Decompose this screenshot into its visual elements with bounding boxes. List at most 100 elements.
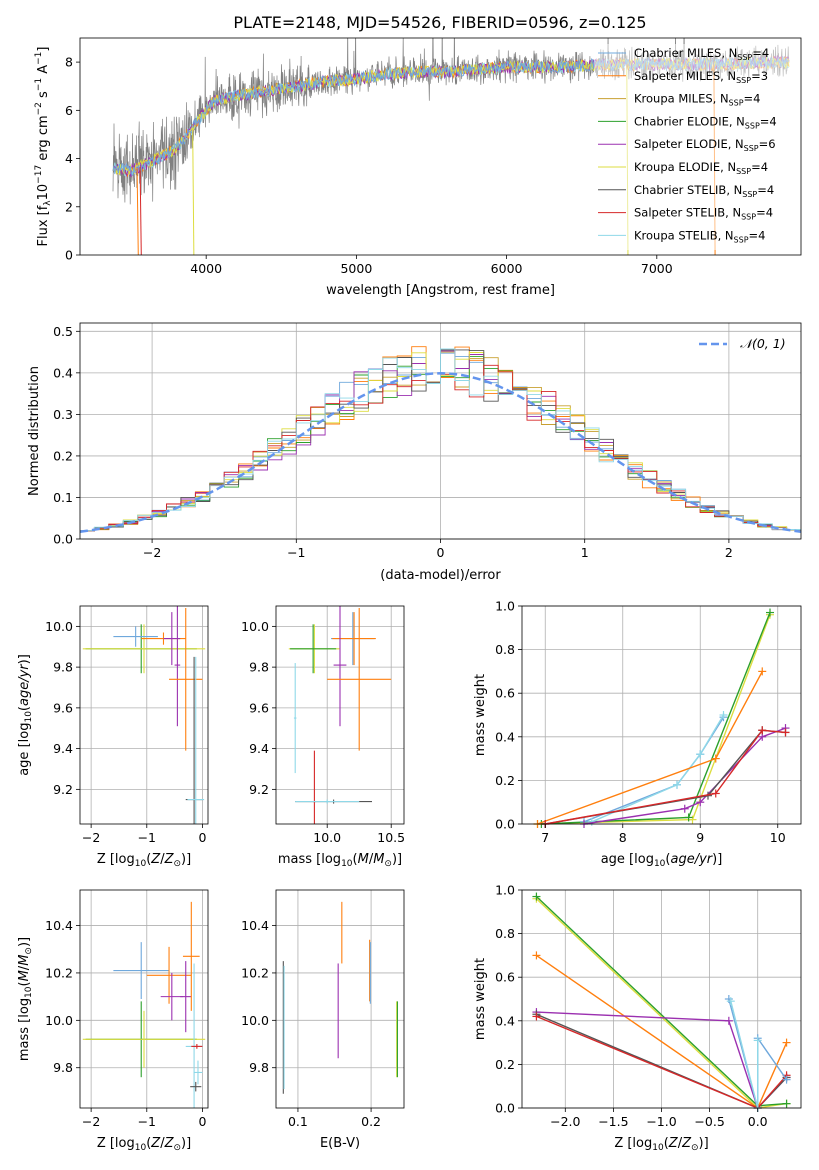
- plot-area: [288, 606, 392, 824]
- x-tick-label: 10.0: [313, 830, 341, 845]
- panel-mass_weight_vs_Z: −2.0 −1.5 −1.0 −0.5 0.0 0.0 0.2 0.4 0.6 0.8 1.0 Z […: [473, 883, 802, 1153]
- mask-edge: [136, 168, 139, 255]
- series-line-salpeter_miles: [537, 671, 763, 825]
- y-tick-label: 0.8: [495, 642, 515, 657]
- x-tick-label: 4000: [190, 261, 222, 276]
- y-tick-label: 10.0: [241, 619, 269, 634]
- y-tick-label: 0.8: [495, 926, 515, 941]
- y-tick-label: 0.0: [495, 1101, 515, 1116]
- series-line-salpeter_stelib: [545, 729, 786, 825]
- x-axis-label: (data-model)/error: [380, 568, 501, 583]
- y-tick-label: 9.8: [53, 660, 73, 675]
- axes-frame: [521, 605, 802, 825]
- y-tick-label: 9.6: [249, 700, 269, 715]
- x-tick-label: −2: [143, 545, 161, 560]
- x-tick-label: 7000: [641, 261, 673, 276]
- y-tick-label: 10.4: [45, 918, 73, 933]
- y-tick-label: 9.4: [249, 741, 269, 756]
- plot-area: [533, 608, 790, 828]
- x-tick-label: 6000: [491, 261, 523, 276]
- x-tick-label: 2: [725, 545, 733, 560]
- plot-area: [82, 901, 206, 1108]
- x-tick-label: 8: [619, 830, 627, 845]
- legend-label: 𝒩(0, 1): [740, 336, 786, 351]
- y-tick-label: 0.6: [495, 970, 515, 985]
- x-axis-label: wavelength [Angstrom, rest frame]: [326, 283, 555, 298]
- y-tick-label: 0.4: [53, 365, 73, 380]
- y-axis-label: mass weight: [473, 958, 488, 1040]
- x-tick-label: −2: [82, 830, 100, 845]
- y-tick-label: 0.3: [53, 407, 73, 422]
- series-line-chabrier_elodie: [541, 612, 771, 825]
- x-tick-label: 0: [198, 1114, 206, 1129]
- x-tick-label: 5000: [340, 261, 372, 276]
- axes-frame: [275, 605, 405, 825]
- x-tick-label: 1: [581, 545, 589, 560]
- y-tick-label: 1.0: [495, 883, 515, 898]
- x-axis-label: Z [log10(Z/Z⊙)]: [614, 1136, 708, 1153]
- legend-label: Chabrier MILES, NSSP=4: [634, 46, 769, 62]
- x-tick-label: −1: [138, 830, 156, 845]
- y-axis-label: mass weight: [473, 674, 488, 756]
- x-axis-label: E(B-V): [320, 1136, 360, 1151]
- y-tick-label: 0.4: [495, 1013, 515, 1028]
- y-tick-label: 0: [65, 248, 73, 263]
- mask-edge: [192, 127, 195, 255]
- panel-mass_weight_vs_age: 7 8 9 10 0.0 0.2 0.4 0.6 0.8 1.0 age [log10(age/yr…: [473, 599, 802, 869]
- x-tick-label: −1: [287, 545, 305, 560]
- y-axis-label: Flux [fλ10−17 erg cm−2 s−1 A−1]: [34, 47, 53, 247]
- x-axis-label: Z [log10(Z/Z⊙)]: [97, 852, 191, 869]
- y-axis-label: mass [log10(M/M⊙)]: [17, 937, 34, 1061]
- x-tick-label: 0: [198, 830, 206, 845]
- y-tick-label: 0.2: [495, 773, 515, 788]
- y-tick-label: 2: [65, 199, 73, 214]
- y-tick-label: 8: [65, 55, 73, 70]
- y-tick-label: 9.6: [53, 700, 73, 715]
- x-tick-label: 0.1: [288, 1114, 308, 1129]
- x-tick-label: 0.2: [361, 1114, 381, 1129]
- x-tick-label: 9: [696, 830, 704, 845]
- x-tick-label: −1.5: [598, 1114, 628, 1129]
- y-axis-label: age [log10(age/yr)]: [17, 654, 34, 776]
- y-tick-label: 0.0: [495, 817, 515, 832]
- y-tick-label: 9.8: [53, 1060, 73, 1075]
- y-tick-label: 9.8: [249, 1060, 269, 1075]
- x-axis-label: mass [log10(M/M⊙)]: [278, 852, 402, 869]
- y-tick-label: 10.2: [241, 965, 269, 980]
- legend: Chabrier MILES, NSSP=4 Salpeter MILES, NS…: [594, 44, 794, 250]
- x-axis-label: age [log10(age/yr)]: [601, 852, 723, 869]
- series-line-chabrier_miles: [583, 716, 725, 823]
- y-tick-label: 0.2: [53, 448, 73, 463]
- plot-area: [282, 901, 398, 1094]
- y-tick-label: 10.0: [45, 619, 73, 634]
- x-tick-label: −1: [138, 1114, 156, 1129]
- panel-residuals: −2 −1 0 1 2 0.0 0.1 0.2 0.3 0.4 0.5 𝒩(0, 1) (data-mo…: [27, 322, 802, 583]
- figure-title: PLATE=2148, MJD=54526, FIBERID=0596, z=0…: [233, 13, 646, 32]
- y-tick-label: 0.4: [495, 729, 515, 744]
- y-tick-label: 0.0: [53, 532, 73, 547]
- axes-frame: [521, 889, 802, 1109]
- y-tick-label: 0.1: [53, 490, 73, 505]
- legend-label: Chabrier STELIB, NSSP=4: [634, 183, 774, 199]
- y-tick-label: 9.2: [249, 782, 269, 797]
- panel-mass_vs_ebv: 0.1 0.2 9.8 10.0 10.2 10.4 E(B-V): [241, 889, 405, 1151]
- axes-frame: [275, 889, 405, 1109]
- y-tick-label: 0.5: [53, 324, 73, 339]
- panel-spectrum: 4000 5000 6000 7000 0 2 4 6 8 wavelength [Angstro…: [34, 37, 802, 298]
- y-tick-label: 10.0: [241, 1013, 269, 1028]
- legend-label: Kroupa STELIB, NSSP=4: [634, 228, 765, 244]
- x-tick-label: 10: [770, 830, 786, 845]
- axes-frame: [79, 889, 209, 1109]
- x-tick-label: 10.5: [377, 830, 405, 845]
- x-axis-label: Z [log10(Z/Z⊙)]: [97, 1136, 191, 1153]
- y-tick-label: 10.2: [45, 965, 73, 980]
- x-tick-label: 0.0: [748, 1114, 768, 1129]
- normal-curve: [79, 372, 802, 533]
- legend-label: Kroupa ELODIE, NSSP=4: [634, 160, 768, 176]
- y-tick-label: 6: [65, 103, 73, 118]
- x-tick-label: −0.5: [694, 1114, 724, 1129]
- y-tick-label: 9.8: [249, 660, 269, 675]
- x-tick-label: −2.0: [550, 1114, 580, 1129]
